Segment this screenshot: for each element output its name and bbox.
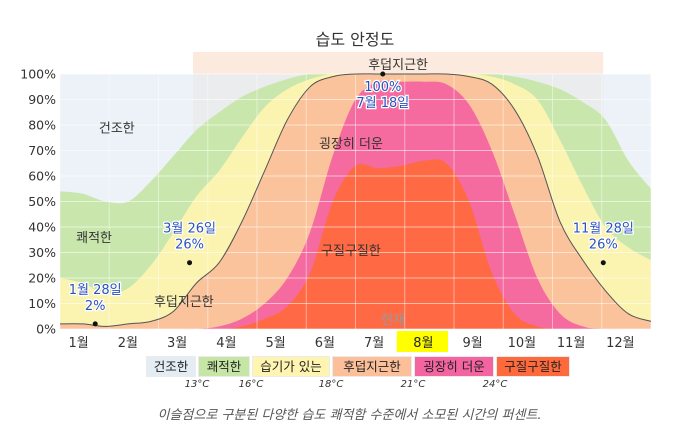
legend-threshold: 24°C [482,379,508,390]
annotation-label: 11월 28일 [573,222,634,237]
annotation-label: 3월 26일 [163,222,216,237]
x-tick-label: 2월 [118,336,138,351]
legend: 건조한 쾌적한 습기가 있는 후덥지근한 굉장히 더운 구질구질한 13°C 16°C 18°C… [0,356,699,397]
x-tick-label: 7월 [364,336,384,351]
legend-item: 구질구질한 [496,356,570,377]
legend-item: 굉장히 더운 [414,356,494,377]
legend-item: 쾌적한 [198,356,250,377]
chart-caption: 이슬점으로 구분된 다양한 습도 쾌적함 수준에서 소모된 시간의 퍼센트. [157,408,542,423]
current-month-highlight [396,331,448,352]
annotation-label: 100% [364,80,401,95]
area-label: 건조한 [99,122,135,137]
y-tick-label: 80% [28,118,56,133]
legend-item: 건조한 [146,356,196,377]
annotation-label: 2% [85,299,106,314]
x-tick-label: 6월 [315,336,335,351]
annotation-point [92,321,98,327]
x-tick-label: 9월 [463,336,483,351]
y-tick-label: 50% [28,194,56,209]
annotation-label: 1월 28일 [69,283,122,298]
annotation-point [380,71,386,77]
annotation-label: 26% [589,238,618,253]
legend-item: 습기가 있는 [252,356,330,377]
area-label: 후덥지근한 [154,295,214,310]
x-tick-label: 5월 [266,336,286,351]
y-tick-label: 0% [36,322,56,337]
y-tick-label: 20% [28,271,56,286]
legend-threshold: 18°C [318,379,344,390]
highlight-band-label: 후덥지근한 [368,58,428,73]
legend-threshold: 21°C [400,379,426,390]
y-tick-label: 90% [28,92,56,107]
annotation-label: 26% [175,238,204,253]
x-tick-label: 12월 [606,336,635,351]
y-tick-label: 10% [28,296,56,311]
muggy-boundary-line [59,73,652,327]
x-tick-label: 8월 [413,336,433,351]
legend-threshold: 16°C [238,379,264,390]
legend-threshold: 13°C [184,379,210,390]
y-tick-label: 60% [28,169,56,184]
area-label: 쾌적한 [76,231,112,246]
area-label: 구질구질한 [321,244,381,259]
area-label: 굉장히 더운 [319,137,383,152]
x-tick-label: 3월 [167,336,187,351]
area-구질구질한 [60,159,651,330]
y-tick-label: 30% [28,245,56,260]
chart-title: 습도 안정도 [316,30,395,49]
legend-item: 후덥지근한 [332,356,412,377]
y-tick-label: 40% [28,220,56,235]
annotation-point [187,260,193,266]
x-tick-label: 10월 [508,336,537,351]
humidity-comfort-chart: 습도 안정도 0% 10% 20% 30% 40% 50% 60% 70% 80% 90% 100%… [20,30,652,352]
annotation-label: 7월 18일 [356,96,409,111]
x-tick-label: 11월 [557,336,586,351]
area-label: 현재 [381,313,405,328]
x-tick-label: 4월 [216,336,236,351]
annotation-point [600,260,606,266]
x-tick-label: 1월 [69,336,89,351]
y-tick-label: 70% [28,143,56,158]
y-tick-label: 100% [20,67,56,82]
